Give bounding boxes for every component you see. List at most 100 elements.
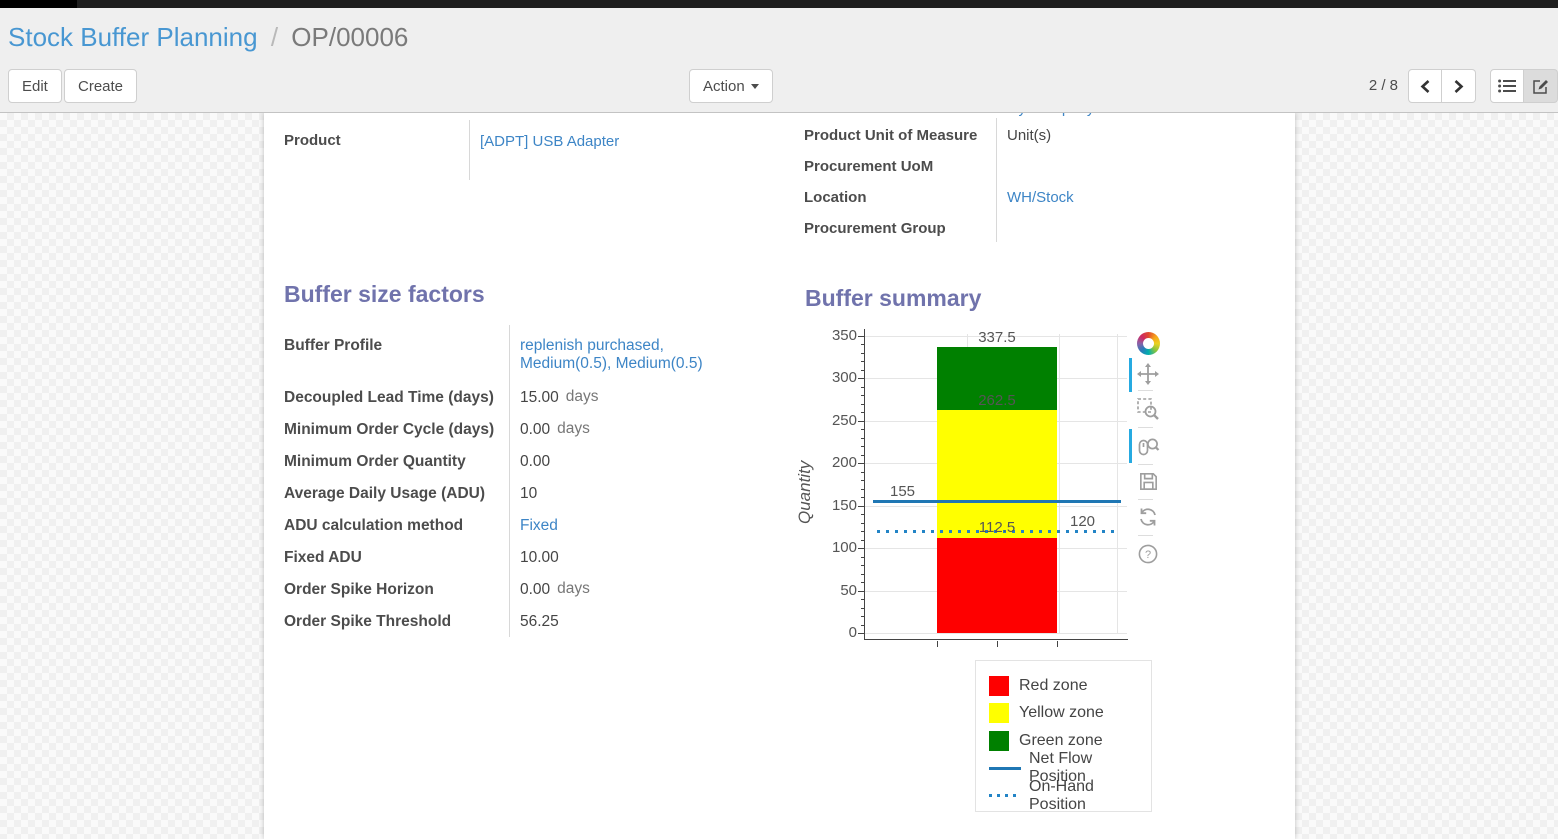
list-view-button[interactable] bbox=[1490, 69, 1524, 103]
y-minor-tick bbox=[861, 531, 864, 533]
save-icon bbox=[1139, 472, 1157, 490]
x-tick bbox=[1057, 641, 1058, 647]
bokeh-logo[interactable] bbox=[1135, 330, 1161, 356]
field-value[interactable]: WH/Stock bbox=[996, 180, 1276, 211]
legend-label: Red zone bbox=[1019, 676, 1088, 694]
field-value: 0.00 bbox=[509, 445, 757, 477]
action-dropdown-button[interactable]: Action bbox=[689, 69, 773, 103]
product-left-group: Product [ADPT] USB Adapter bbox=[284, 120, 741, 180]
y-minor-tick bbox=[861, 437, 864, 439]
wheel-zoom-active-indicator bbox=[1129, 429, 1132, 463]
help-tool-button[interactable]: ? bbox=[1135, 541, 1161, 567]
y-minor-tick bbox=[861, 522, 864, 524]
form-view-button[interactable] bbox=[1524, 69, 1558, 103]
control-bar: Edit Create Action 2 / 8 bbox=[0, 60, 1558, 113]
y-minor-tick bbox=[861, 395, 864, 397]
field-value: Unit(s) bbox=[996, 118, 1276, 149]
field-value: 0.00 days bbox=[509, 413, 757, 445]
y-axis-line bbox=[864, 329, 865, 640]
wheel-zoom-tool-button[interactable] bbox=[1135, 433, 1161, 459]
y-minor-tick bbox=[861, 497, 864, 499]
on-hand-label: 120 bbox=[1070, 513, 1096, 530]
zone-yellow bbox=[937, 410, 1057, 538]
y-tick-label: 200 bbox=[831, 454, 857, 472]
y-tick-label: 150 bbox=[831, 496, 857, 514]
field-label: Minimum Order Cycle (days) bbox=[284, 421, 495, 438]
toolbar-separator bbox=[1138, 427, 1153, 428]
y-minor-tick bbox=[861, 599, 864, 601]
net-flow-position-line bbox=[873, 500, 1121, 504]
y-minor-tick bbox=[861, 624, 864, 626]
top-nav-bar bbox=[0, 0, 1558, 8]
breadcrumb-parent-link[interactable]: Stock Buffer Planning bbox=[8, 22, 258, 52]
y-minor-tick bbox=[861, 369, 864, 371]
field-label: Minimum Order Quantity bbox=[284, 453, 466, 470]
field-value: 10 bbox=[509, 477, 757, 509]
y-minor-tick bbox=[861, 480, 864, 482]
edit-form-icon bbox=[1533, 79, 1548, 94]
y-major-tick bbox=[858, 590, 864, 592]
box-zoom-tool-button[interactable] bbox=[1135, 396, 1161, 422]
buffer-summary-title: Buffer summary bbox=[805, 285, 982, 311]
y-minor-tick bbox=[861, 361, 864, 363]
pager-buttons bbox=[1408, 69, 1476, 103]
field-value[interactable]: Fixed bbox=[509, 509, 757, 541]
field-value: 0.00 days bbox=[509, 573, 757, 605]
toolbar-separator bbox=[1138, 464, 1153, 465]
action-label: Action bbox=[703, 77, 745, 95]
pan-icon bbox=[1137, 363, 1159, 385]
y-major-tick bbox=[858, 463, 864, 465]
pager-next-button[interactable] bbox=[1442, 69, 1476, 103]
y-minor-tick bbox=[861, 352, 864, 354]
field-label: ADU calculation method bbox=[284, 517, 464, 534]
chevron-right-icon bbox=[1454, 79, 1464, 93]
y-tick-label: 250 bbox=[831, 411, 857, 429]
field-label: Buffer Profile bbox=[284, 337, 383, 354]
pager-previous-button[interactable] bbox=[1408, 69, 1442, 103]
breadcrumb-current: OP/00006 bbox=[291, 22, 409, 52]
factors-grid: Buffer Profile replenish purchased, Mediu… bbox=[284, 325, 757, 637]
company-link: My Company bbox=[1006, 113, 1216, 117]
buffer-summary-chart-plot[interactable]: 0 50 100 150 200 250 300 350 337.5 262.5 112.5 155 1… bbox=[832, 327, 1128, 647]
x-tick bbox=[997, 641, 998, 647]
y-minor-tick bbox=[861, 607, 864, 609]
field-value[interactable]: replenish purchased, Medium(0.5), Medium… bbox=[509, 325, 757, 381]
y-minor-tick bbox=[861, 573, 864, 575]
field-label: Procurement UoM bbox=[804, 158, 934, 175]
legend-item: Red zone bbox=[989, 672, 1151, 700]
y-minor-tick bbox=[861, 403, 864, 405]
y-gridline bbox=[865, 633, 1127, 634]
red-top-label: 112.5 bbox=[978, 519, 1016, 536]
toolbar-separator bbox=[1138, 390, 1153, 391]
create-button[interactable]: Create bbox=[64, 69, 138, 103]
field-value bbox=[996, 149, 1276, 180]
save-tool-button[interactable] bbox=[1135, 468, 1161, 494]
pan-tool-button[interactable] bbox=[1135, 361, 1161, 387]
svg-text:?: ? bbox=[1145, 549, 1151, 561]
help-icon: ? bbox=[1138, 544, 1158, 564]
green-bottom-label: 262.5 bbox=[978, 392, 1016, 409]
on-hand-position-line bbox=[877, 530, 1117, 534]
field-label: Location bbox=[804, 189, 867, 206]
caret-down-icon bbox=[750, 84, 759, 90]
field-label: Product bbox=[284, 132, 341, 149]
y-minor-tick bbox=[861, 556, 864, 558]
toolbar-separator bbox=[1138, 535, 1153, 536]
edit-button[interactable]: Edit bbox=[8, 69, 62, 103]
field-value[interactable]: [ADPT] USB Adapter bbox=[469, 120, 741, 180]
y-minor-tick bbox=[861, 454, 864, 456]
field-value bbox=[996, 211, 1276, 242]
legend-label: Yellow zone bbox=[1019, 704, 1104, 722]
y-minor-tick bbox=[861, 539, 864, 541]
y-minor-tick bbox=[861, 344, 864, 346]
legend-label: On-Hand Position bbox=[1029, 777, 1094, 813]
breadcrumb: Stock Buffer Planning / OP/00006 bbox=[0, 8, 1558, 60]
legend-line-sample bbox=[989, 766, 1021, 770]
bar-top-label: 337.5 bbox=[978, 329, 1016, 346]
legend-swatch bbox=[989, 703, 1009, 724]
y-minor-tick bbox=[861, 386, 864, 388]
y-major-tick bbox=[858, 378, 864, 380]
control-panel: Stock Buffer Planning / OP/00006 Edit Cr… bbox=[0, 8, 1558, 113]
legend-label: Net Flow Position bbox=[1029, 750, 1093, 786]
reset-tool-button[interactable] bbox=[1135, 504, 1161, 530]
